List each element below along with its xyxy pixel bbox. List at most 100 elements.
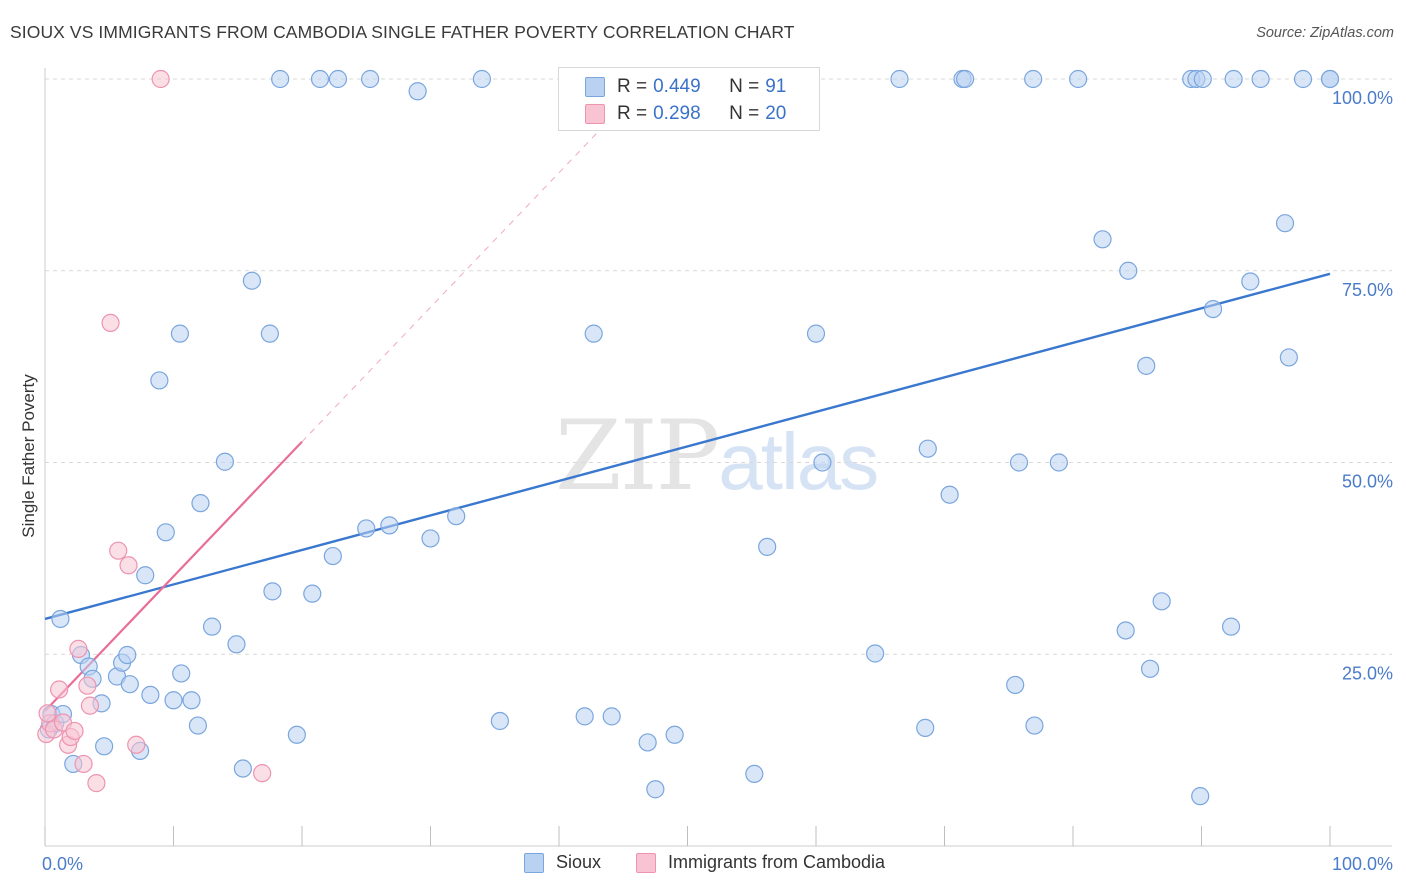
sioux-point — [1251, 69, 1270, 89]
sioux-point — [380, 516, 399, 535]
sioux-point — [1241, 272, 1260, 291]
sioux-point — [1006, 675, 1025, 695]
sioux-point — [472, 69, 491, 89]
sioux-point — [188, 716, 208, 735]
tick-labels: 25.0% 50.0% 75.0% 100.0% 0.0% 100.0% — [42, 88, 1393, 874]
source-label: Source: ZipAtlas.com — [1256, 25, 1394, 41]
sioux-point — [1137, 356, 1156, 375]
trend-lines — [44, 91, 1331, 712]
sioux-point — [890, 69, 909, 89]
sioux-point — [150, 371, 169, 390]
cambodia-point — [65, 721, 84, 741]
sioux-swatch — [585, 77, 605, 97]
sioux-point — [287, 725, 306, 744]
sioux-point — [490, 711, 509, 731]
r-label: R = — [617, 103, 648, 124]
sioux-point — [1025, 716, 1044, 735]
sioux-point — [182, 691, 201, 710]
sioux-point — [1191, 787, 1210, 806]
sioux-point — [447, 507, 466, 526]
sioux-point — [120, 675, 139, 694]
grid — [45, 78, 1392, 655]
y-tick-label: 25.0% — [1342, 663, 1393, 683]
cambodia-point — [151, 69, 170, 89]
sioux-point — [357, 519, 376, 538]
r-value: 0.298 — [653, 103, 701, 124]
sioux-point — [271, 69, 290, 89]
cambodia-point — [119, 556, 138, 575]
cambodia-swatch — [585, 104, 605, 124]
sioux-point — [1119, 261, 1138, 280]
sioux-point — [260, 324, 279, 343]
sioux-point — [1069, 69, 1088, 89]
sioux-point — [1140, 659, 1160, 678]
cambodia-trend-extension — [301, 91, 637, 443]
sioux-point — [575, 707, 594, 726]
cambodia-point — [78, 676, 97, 695]
sioux-point — [95, 737, 114, 756]
n-value: 20 — [765, 103, 787, 124]
sioux-point — [202, 617, 222, 636]
r-value: 0.449 — [653, 76, 701, 97]
sioux-point — [806, 324, 826, 343]
x-tick-label: 0.0% — [42, 854, 83, 874]
sioux-point — [408, 82, 427, 101]
sioux-point — [136, 566, 155, 585]
sioux-point — [170, 324, 190, 343]
cambodia-point — [69, 639, 88, 658]
cambodia-swatch — [636, 852, 656, 873]
sioux-point — [172, 664, 191, 683]
sioux-point — [955, 69, 975, 89]
series-legend: Sioux Immigrants from Cambodia — [0, 852, 1406, 878]
sioux-point — [745, 764, 764, 784]
sioux-point — [1203, 300, 1223, 319]
legend-label-cambodia: Immigrants from Cambodia — [668, 852, 886, 872]
sioux-point — [1049, 453, 1068, 472]
sioux-point — [323, 546, 342, 566]
sioux-point — [1093, 230, 1112, 249]
sioux-point — [665, 725, 684, 744]
cambodia-point — [38, 704, 57, 723]
sioux-point — [918, 439, 937, 458]
cambodia-point — [50, 680, 69, 699]
sioux-point — [940, 485, 959, 504]
sioux-point — [361, 69, 380, 89]
cambodia-point — [127, 735, 146, 754]
cambodia-point — [253, 764, 272, 783]
sioux-point — [1193, 69, 1212, 89]
sioux-point — [263, 582, 282, 601]
n-label: N = — [729, 76, 760, 97]
legend-label-sioux: Sioux — [556, 852, 602, 872]
sioux-point — [916, 718, 935, 737]
sioux-point — [215, 452, 234, 471]
axes — [44, 68, 1392, 847]
sioux-point — [310, 69, 330, 89]
sioux-point — [1275, 214, 1295, 233]
sioux-point — [758, 537, 777, 556]
sioux-trend-line — [44, 272, 1331, 621]
sioux-point — [1152, 592, 1171, 611]
n-value: 91 — [765, 76, 787, 97]
sioux-point — [1024, 69, 1043, 89]
y-tick-label: 50.0% — [1342, 472, 1393, 492]
cambodia-point — [80, 696, 100, 715]
x-tick-label: 100.0% — [1332, 854, 1393, 874]
sioux-point — [584, 324, 603, 343]
sioux-swatch — [524, 852, 544, 873]
n-label: N = — [729, 103, 760, 124]
sioux-point — [638, 733, 657, 752]
sioux-point — [156, 523, 175, 542]
sioux-point — [242, 271, 261, 290]
sioux-point — [1279, 348, 1298, 367]
sioux-point — [191, 494, 210, 513]
sioux-point — [1009, 453, 1029, 472]
y-axis-label: Single Father Poverty — [19, 374, 38, 538]
sioux-point — [328, 69, 348, 89]
y-tick-label: 100.0% — [1332, 88, 1393, 108]
sioux-point — [813, 453, 832, 472]
sioux-point — [164, 691, 183, 710]
sioux-point — [1293, 69, 1313, 89]
legend-item-cambodia: Immigrants from Cambodia — [636, 852, 885, 873]
data-points — [37, 69, 1340, 806]
chart-title: SIOUX VS IMMIGRANTS FROM CAMBODIA SINGLE… — [10, 22, 795, 42]
